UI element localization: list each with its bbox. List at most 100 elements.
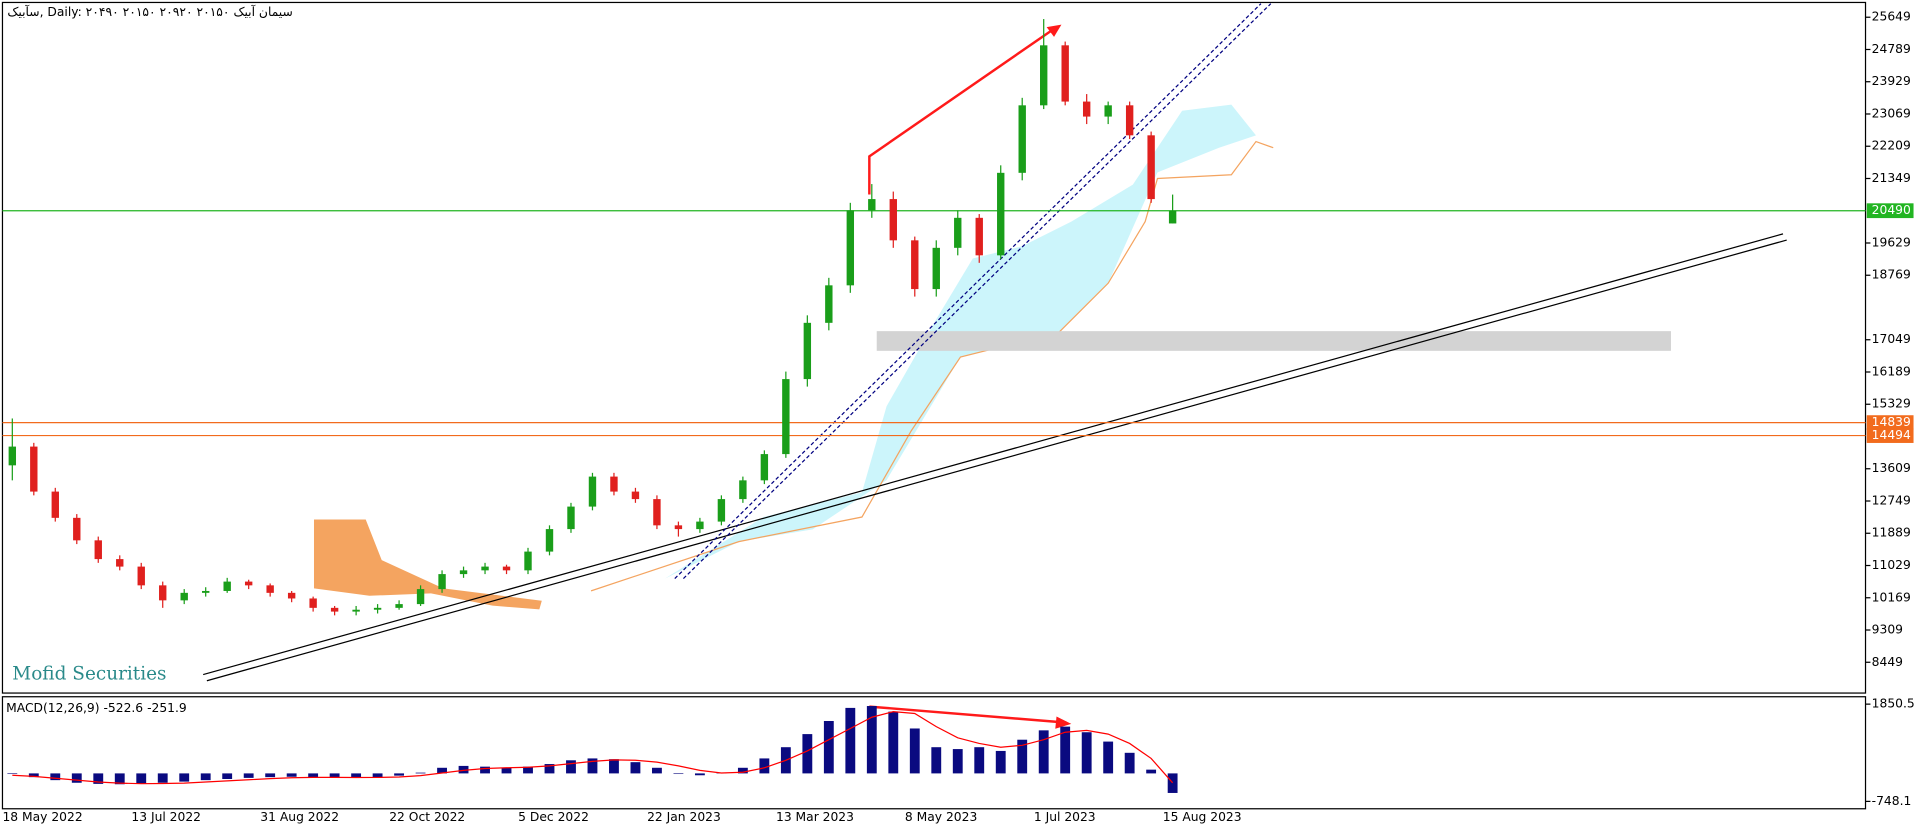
level-label-box: [1866, 203, 1914, 219]
candle-body: [1018, 105, 1026, 173]
signal-value: -251.9: [147, 700, 187, 714]
y-tick-label: 12749: [1872, 494, 1911, 508]
macd-bar: [1167, 773, 1178, 793]
candle-body: [653, 499, 661, 526]
candle-body: [202, 590, 210, 593]
y-tick-label: 21349: [1872, 171, 1911, 185]
arrow-head: [1046, 24, 1062, 37]
candle-body: [524, 551, 532, 571]
x-tick-label: 13 Mar 2023: [776, 810, 854, 824]
candle-body: [545, 529, 554, 552]
macd-bar: [1081, 732, 1092, 774]
candle-body: [223, 581, 231, 591]
candle-body: [287, 592, 296, 599]
watermark: Mofid Securities: [12, 664, 166, 685]
candle-body: [309, 598, 317, 608]
macd-bar: [1124, 752, 1135, 774]
signal-line: [12, 711, 1174, 785]
macd-bar: [694, 773, 705, 776]
price-panel: [1, 1, 1867, 694]
macd-bar: [458, 765, 469, 774]
candle-body: [975, 217, 983, 256]
macd-bar: [737, 767, 748, 774]
macd-value: -522.6: [103, 700, 143, 714]
y-tick-label: 10169: [1872, 590, 1911, 604]
candle-body: [1125, 105, 1134, 136]
y-tick-label: 18769: [1872, 268, 1911, 282]
macd-bar: [437, 767, 447, 774]
macd-bar: [566, 760, 576, 774]
macd-bar: [136, 773, 147, 784]
candle-body: [782, 379, 790, 455]
candle-body: [1147, 135, 1155, 200]
macd-bar: [1146, 769, 1157, 774]
x-tick-label: 5 Dec 2022: [518, 810, 589, 824]
macd-bar: [179, 773, 190, 782]
candle-body: [244, 581, 253, 586]
y-tick-label: 13609: [1872, 461, 1911, 475]
divergence-arrow: [868, 26, 1058, 195]
macd-bar: [823, 720, 834, 774]
candle-body: [803, 322, 812, 380]
candle-body: [51, 491, 59, 518]
macd-bar: [222, 773, 233, 780]
macd-bar: [243, 773, 254, 778]
candle-body: [481, 566, 489, 571]
x-tick-label: 13 Jul 2022: [131, 810, 201, 824]
candle-body: [631, 491, 640, 500]
candle-body: [502, 566, 511, 571]
candle-body: [760, 454, 769, 481]
candle-body: [610, 476, 618, 492]
candle-body: [159, 585, 167, 601]
y-tick-label: 17049: [1872, 332, 1911, 346]
channel-line: [674, 3, 1262, 580]
candle-body: [330, 607, 339, 612]
y-tick-label: 9309: [1872, 623, 1903, 637]
macd-bar: [609, 759, 619, 774]
candle-body: [438, 574, 446, 590]
macd-bar: [480, 766, 490, 774]
candle-body: [674, 525, 683, 530]
macd-bar: [50, 773, 61, 781]
y-tick-label: 15329: [1872, 397, 1911, 411]
macd-bar: [1017, 739, 1028, 774]
candle-body: [137, 566, 145, 586]
macd-bar: [372, 773, 383, 778]
candle-body: [889, 199, 897, 241]
y-tick-label: 11029: [1872, 558, 1911, 572]
y-tick-label: 25649: [1872, 10, 1911, 24]
macd-bar: [351, 773, 362, 778]
level-label-box: [1866, 415, 1914, 431]
level-label: 14839: [1872, 415, 1911, 429]
macd-bar: [630, 762, 641, 774]
candle-body: [459, 570, 468, 575]
candle-body: [1104, 105, 1112, 117]
macd-panel: [1, 696, 1867, 810]
candle-body: [180, 592, 188, 601]
macd-bar: [415, 772, 426, 774]
macd-bar: [71, 773, 82, 783]
macd-bar: [544, 764, 555, 774]
macd-bar: [909, 728, 920, 774]
macd-bar: [329, 773, 340, 778]
y-tick-label: 23069: [1872, 106, 1911, 120]
candle-body: [266, 585, 274, 593]
y-tick-label: 11889: [1872, 526, 1911, 540]
x-tick-label: 31 Aug 2022: [260, 810, 339, 824]
y-tick-label: 22209: [1872, 139, 1911, 153]
macd-bar: [1060, 726, 1071, 774]
candle-body: [416, 589, 425, 605]
y-tick-label: -748.1: [1872, 794, 1912, 808]
macd-bar: [866, 706, 877, 774]
x-tick-label: 15 Aug 2023: [1163, 810, 1242, 824]
level-label-box: [1866, 428, 1914, 443]
candle-body: [395, 604, 403, 608]
macd-bar: [931, 747, 942, 774]
trend-line: [206, 239, 1787, 682]
y-tick-label: 8449: [1872, 655, 1903, 669]
zone-box: [876, 331, 1671, 351]
candle-body: [954, 217, 962, 248]
macd-bar: [952, 749, 963, 774]
candle-body: [94, 540, 102, 560]
